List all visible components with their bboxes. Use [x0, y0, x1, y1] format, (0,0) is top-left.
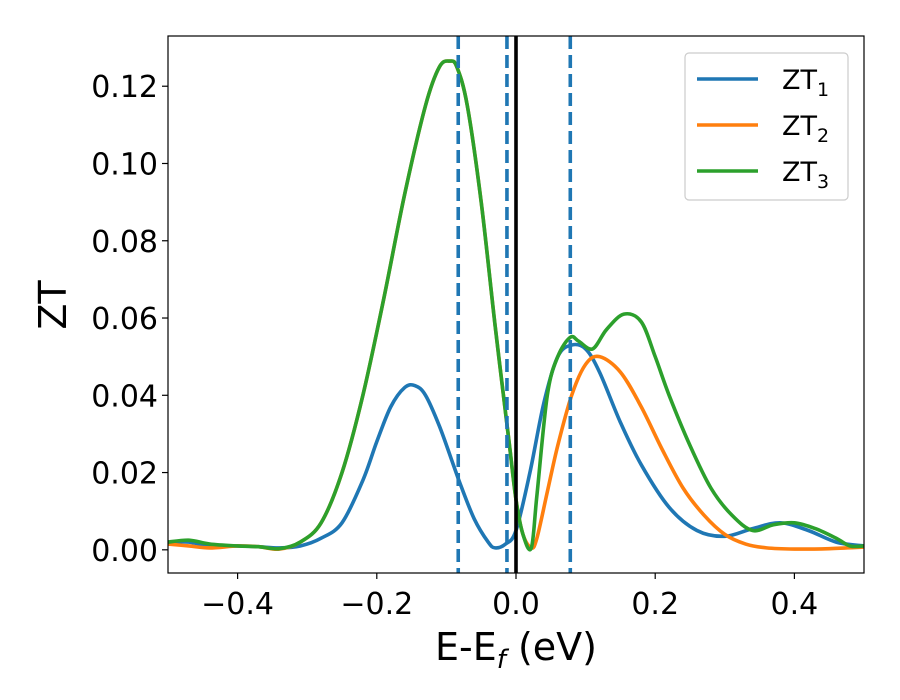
legend-label-zt2: ZT2	[782, 111, 829, 147]
x-axis-title: E-Ef (eV)	[435, 625, 597, 675]
y-tick-label: 0.04	[91, 379, 158, 414]
y-axis-title: ZT	[31, 280, 75, 330]
y-tick-label: 0.08	[91, 225, 158, 260]
legend-label-zt3: ZT3	[782, 157, 829, 193]
y-tick-label: 0.12	[91, 70, 158, 105]
x-tick-label: 0.4	[771, 587, 819, 622]
y-tick-label: 0.02	[91, 457, 158, 492]
legend: ZT1 ZT2 ZT3	[684, 52, 849, 201]
x-tick-label: 0.0	[492, 587, 540, 622]
x-tick-label: 0.2	[631, 587, 679, 622]
series-line-zt1	[168, 342, 864, 550]
y-tick-label: 0.10	[91, 147, 158, 182]
legend-box	[684, 52, 849, 201]
series-line-zt3	[168, 59, 864, 552]
y-tick-label: 0.06	[91, 302, 158, 337]
y-tick-label: 0.00	[91, 534, 158, 569]
x-tick-label: −0.2	[340, 587, 413, 622]
x-tick-label: −0.4	[201, 587, 274, 622]
ticks: −0.4 −0.2 0.0 0.2 0.4 0.00 0.02 0.04 0.06 0.08 0.1…	[91, 70, 818, 622]
legend-label-zt1: ZT1	[782, 65, 829, 101]
